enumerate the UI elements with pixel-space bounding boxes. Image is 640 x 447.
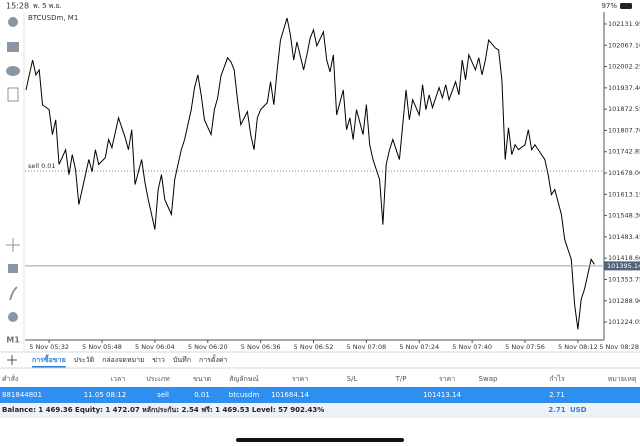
chart-type-icon[interactable]	[8, 264, 18, 273]
x-tick-label: 5 Nov 06:52	[294, 343, 334, 351]
tab[interactable]: บันทึก	[173, 355, 191, 364]
table-header: ขนาด	[193, 375, 211, 383]
table-header: ราคา	[439, 375, 455, 383]
objects-icon[interactable]	[8, 312, 18, 322]
table-cell: 11.05 08:12	[84, 391, 126, 399]
current-price-box	[604, 261, 640, 271]
indicator-icon[interactable]	[9, 286, 18, 301]
y-tick-label: 101288.90	[608, 297, 640, 305]
summary-text: Balance: 1 469.36 Equity: 1 472.07 หลักป…	[2, 406, 324, 414]
status-time: 15:28	[6, 2, 29, 11]
table-row[interactable]	[0, 387, 640, 403]
plot: 102131.95 102067.10 102002.25 101937.40 1018…	[25, 17, 640, 351]
table-cell: 2.71	[549, 391, 565, 399]
table-cell: 101684.14	[271, 391, 309, 399]
table-header: สัญลักษณ์	[229, 375, 259, 383]
table-header: S/L	[347, 375, 358, 383]
add-button[interactable]	[7, 355, 17, 365]
x-tick-label: 5 Nov 07:40	[452, 343, 492, 351]
price-line	[25, 17, 595, 330]
table-cell: sell	[157, 391, 169, 399]
tab[interactable]: ข่าว	[152, 356, 165, 364]
trade-icon[interactable]	[7, 42, 19, 52]
status-battery: 97%	[601, 2, 617, 10]
table-cell: btcusdm	[229, 391, 260, 399]
y-tick-label: 102002.25	[608, 63, 640, 71]
y-tick-label: 101742.85	[608, 148, 640, 156]
table-cell: 101413.14	[423, 391, 461, 399]
summary-profit: 2.71	[548, 406, 565, 414]
summary-bar	[0, 403, 640, 418]
summary-currency: USD	[570, 406, 587, 414]
table-header: หมายเหตุ	[608, 375, 637, 383]
new-order-icon[interactable]	[7, 87, 19, 102]
tab[interactable]: กล่องจดหมาย	[102, 356, 144, 364]
home-indicator	[236, 438, 404, 442]
x-tick-label: 5 Nov 05:48	[82, 343, 122, 351]
table-header: T/P	[395, 375, 407, 383]
tabs: การซื้อขาย ประวัติ กล่องจดหมาย ข่าว บันทึก กา…	[32, 353, 228, 368]
y-tick-label: 101353.75	[608, 275, 640, 283]
x-tick-label: 5 Nov 08:28	[599, 343, 639, 351]
table-header: กำไร	[549, 374, 565, 383]
y-tick-label: 101807.70	[608, 126, 640, 134]
timeframe-button[interactable]: M1	[6, 336, 20, 345]
left-toolbar: M1	[6, 17, 20, 345]
table-header: ราคา	[292, 375, 308, 383]
y-tick-label: 101224.05	[608, 318, 640, 326]
table-cell: 0.01	[194, 391, 210, 399]
tab[interactable]: ประวัติ	[74, 356, 95, 364]
y-tick-label: 101548.30	[608, 212, 640, 220]
y-tick-label: 101483.45	[608, 233, 640, 241]
tab[interactable]: การซื้อขาย	[32, 353, 66, 364]
crosshair-icon[interactable]	[6, 238, 20, 252]
table-header: ประเภท	[146, 375, 170, 383]
y-tick-label: 101418.60	[608, 254, 640, 262]
x-tick-label: 5 Nov 06:04	[135, 343, 175, 351]
y-tick-label: 101872.55	[608, 105, 640, 113]
x-tick-label: 5 Nov 07:24	[399, 343, 439, 351]
table-cell: 881844801	[2, 391, 42, 399]
x-tick-label: 5 Nov 06:36	[241, 343, 281, 351]
tab[interactable]: การตั้งค่า	[199, 353, 228, 364]
x-tick-label: 5 Nov 05:32	[29, 343, 69, 351]
current-price-label: 101395.14	[607, 262, 640, 270]
x-tick-label: 5 Nov 07:08	[347, 343, 387, 351]
table-header: คำสั่ง	[2, 374, 18, 383]
x-tick-label: 5 Nov 06:20	[188, 343, 228, 351]
chat-icon[interactable]	[6, 66, 20, 76]
x-tick-label: 5 Nov 08:12	[558, 343, 598, 351]
x-tick-label: 5 Nov 07:56	[505, 343, 545, 351]
y-tick-label: 101613.15	[608, 190, 640, 198]
y-tick-label: 102067.10	[608, 41, 640, 49]
y-tick-label: 102131.95	[608, 20, 640, 28]
table-header: เวลา	[111, 375, 126, 383]
y-tick-label: 101678.00	[608, 169, 640, 177]
account-icon[interactable]	[8, 17, 18, 27]
status-date: พ. 5 พ.ย.	[33, 2, 62, 10]
order-line-label: sell 0.01	[28, 162, 56, 170]
table: คำสั่ง เวลา ประเภท ขนาด สัญลักษณ์ ราคา S/L T/P ร…	[0, 374, 640, 403]
chart-symbol: BTCUSDm, M1	[28, 14, 78, 22]
table-header: Swap	[479, 375, 498, 383]
tab-underline	[32, 366, 66, 368]
y-tick-label: 101937.40	[608, 84, 640, 92]
battery-icon	[620, 3, 632, 9]
